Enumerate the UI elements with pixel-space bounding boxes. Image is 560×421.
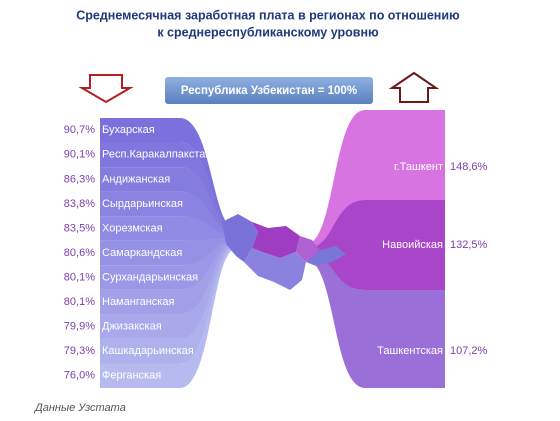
value-label: 79,3%	[64, 345, 95, 357]
map	[222, 214, 346, 290]
baseline-box	[165, 77, 373, 104]
baseline-label: Республика Узбекистан = 100%	[181, 85, 357, 97]
below-band	[100, 243, 236, 364]
value-label: 80,1%	[64, 296, 95, 308]
below-band	[100, 142, 236, 236]
region-name: Сырдарьинская	[102, 198, 183, 210]
below-band	[100, 118, 236, 234]
region-name: Самаркандская	[102, 247, 182, 259]
region-name: Джизакская	[102, 321, 162, 333]
region-name: Наманганская	[102, 296, 174, 308]
value-label: 83,8%	[64, 198, 95, 210]
value-label: 80,1%	[64, 271, 95, 283]
down-arrow	[78, 74, 134, 104]
value-label: 148,6%	[450, 161, 488, 173]
region-name: Респ.Каракалпакстан	[102, 149, 211, 161]
labels: 90,7% Бухарская 90,1% Респ.Каракалпакстан 86…	[64, 124, 488, 381]
above-band	[305, 110, 445, 251]
up-arrow	[388, 71, 440, 103]
source-note: Данные Узстата	[33, 402, 126, 414]
below-band	[100, 216, 236, 241]
region-name: Кашкадарьинская	[102, 345, 194, 357]
value-label: 90,1%	[64, 149, 95, 161]
below-band	[100, 241, 236, 339]
above-band	[305, 253, 445, 388]
value-label: 107,2%	[450, 345, 488, 357]
region-name: Сурхандарьинская	[102, 271, 198, 283]
bands	[100, 110, 445, 388]
chart-title: к среднереспубликанскому уровню	[157, 25, 379, 39]
value-label: 90,7%	[64, 124, 95, 136]
below-band	[100, 191, 236, 239]
region-name: Ферганская	[102, 370, 161, 382]
region-name: Ташкентская	[377, 345, 443, 357]
below-band	[100, 244, 236, 388]
region-name: Бухарская	[102, 124, 155, 136]
below-band	[100, 167, 236, 237]
value-label: 132,5%	[450, 239, 488, 251]
value-label: 86,3%	[64, 173, 95, 185]
region-name: г.Ташкент	[394, 161, 443, 173]
below-band	[100, 237, 236, 266]
chart-title: Среднемесячная заработная плата в регион…	[76, 8, 460, 22]
region-name: Хорезмская	[102, 222, 163, 234]
below-band	[100, 240, 236, 315]
below-band	[100, 238, 236, 290]
region-name: Андижанская	[102, 173, 170, 185]
value-label: 80,6%	[64, 247, 95, 259]
value-label: 76,0%	[64, 370, 95, 382]
region-name: Навоийская	[382, 239, 443, 251]
value-label: 83,5%	[64, 222, 95, 234]
value-label: 79,9%	[64, 321, 95, 333]
above-band	[305, 200, 445, 290]
